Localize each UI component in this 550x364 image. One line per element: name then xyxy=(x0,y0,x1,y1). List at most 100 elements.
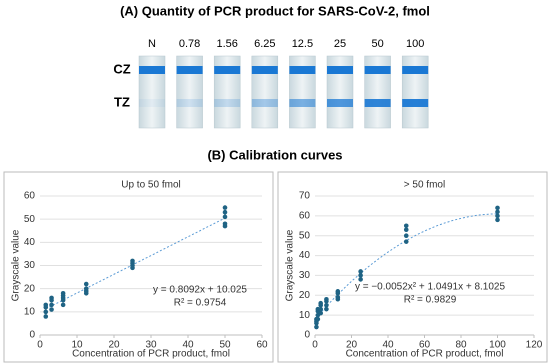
y-tick-label: 10 xyxy=(24,306,36,317)
trend-r-squared: R² = 0.9829 xyxy=(404,295,457,306)
strip-label: 50 xyxy=(371,38,383,50)
test-band xyxy=(364,99,391,107)
x-tick-label: 60 xyxy=(256,340,268,351)
strip-label: N xyxy=(148,38,156,50)
x-axis-label: Concentration of PCR product, fmol xyxy=(72,349,230,360)
x-tick-label: 30 xyxy=(145,340,157,351)
y-tick-label: 20 xyxy=(299,290,311,301)
control-band xyxy=(251,66,278,74)
x-tick-label: 120 xyxy=(526,340,543,351)
control-band xyxy=(364,66,391,74)
y-axis-label: Grayscale value xyxy=(285,229,296,301)
trendline xyxy=(316,213,498,318)
data-point xyxy=(335,294,341,300)
control-band xyxy=(289,66,316,74)
y-axis-label: Grayscale value xyxy=(11,229,22,301)
x-tick-label: 50 xyxy=(219,340,231,351)
data-point xyxy=(315,316,321,322)
test-band xyxy=(402,99,429,107)
control-band xyxy=(214,66,241,74)
data-point xyxy=(495,205,500,211)
data-point xyxy=(324,306,329,312)
data-point xyxy=(43,314,49,319)
data-point xyxy=(358,273,363,278)
control-band xyxy=(327,66,353,74)
control-band xyxy=(402,66,429,74)
data-point xyxy=(49,302,54,308)
data-point xyxy=(318,300,324,306)
data-point xyxy=(358,269,363,274)
y-tick-label: 40 xyxy=(299,250,311,261)
trend-r-squared: R² = 0.9754 xyxy=(174,298,227,309)
chart-title: Up to 50 fmol xyxy=(121,180,180,191)
x-tick-label: 20 xyxy=(346,340,358,351)
data-point xyxy=(314,324,319,330)
test-band xyxy=(289,99,316,107)
data-point xyxy=(43,309,49,315)
data-point xyxy=(403,239,409,244)
y-tick-label: 70 xyxy=(299,191,311,202)
chart-frame xyxy=(3,171,274,363)
data-point xyxy=(324,296,329,302)
x-tick-label: 20 xyxy=(108,340,120,351)
test-band xyxy=(214,99,241,107)
data-point xyxy=(403,233,409,239)
trend-equation: y = 0.8092x + 10.025 xyxy=(153,285,247,296)
y-tick-label: 40 xyxy=(24,237,36,248)
data-point xyxy=(222,221,228,227)
control-band xyxy=(139,66,165,74)
test-band xyxy=(176,99,203,107)
y-tick-label: 50 xyxy=(24,214,36,225)
data-point xyxy=(60,302,66,308)
chart-title: > 50 fmol xyxy=(404,180,445,191)
data-point xyxy=(495,217,500,223)
data-point xyxy=(318,310,324,316)
panel-b-title: (B) Calibration curves xyxy=(207,147,342,162)
panel-a-title: (A) Quantity of PCR product for SARS-CoV… xyxy=(120,3,430,18)
strip-label: 12.5 xyxy=(292,38,313,50)
data-point xyxy=(403,227,409,233)
strip-label: 100 xyxy=(406,38,424,50)
data-point xyxy=(49,307,54,312)
x-tick-label: 40 xyxy=(382,340,394,351)
y-tick-label: 60 xyxy=(24,191,36,202)
y-tick-label: 0 xyxy=(29,330,35,341)
chart-frame xyxy=(277,171,548,363)
data-point xyxy=(222,209,228,215)
x-tick-label: 80 xyxy=(455,340,467,351)
y-tick-label: 60 xyxy=(299,210,311,221)
zone-label: TZ xyxy=(114,94,130,109)
data-point xyxy=(335,289,341,294)
data-point xyxy=(49,295,54,301)
data-point xyxy=(60,291,66,296)
test-band xyxy=(251,99,278,107)
y-tick-label: 0 xyxy=(304,330,310,341)
strip-label: 0.78 xyxy=(179,38,200,50)
data-point xyxy=(495,209,500,215)
data-point xyxy=(318,306,324,312)
data-point xyxy=(324,302,329,308)
test-band xyxy=(327,99,353,107)
trend-equation: y = −0.0052x² + 1.0491x + 8.1025 xyxy=(355,282,506,293)
x-tick-label: 10 xyxy=(71,340,83,351)
data-point xyxy=(130,258,135,264)
data-point xyxy=(222,214,228,220)
x-tick-label: 0 xyxy=(312,340,318,351)
data-point xyxy=(358,277,363,282)
x-tick-label: 60 xyxy=(419,340,431,351)
control-band xyxy=(176,66,203,74)
x-tick-label: 40 xyxy=(182,340,194,351)
data-point xyxy=(403,223,409,229)
data-point xyxy=(222,205,228,210)
trendline xyxy=(45,217,226,310)
data-point xyxy=(83,281,89,287)
y-tick-label: 30 xyxy=(24,260,36,271)
strip-label: 25 xyxy=(334,38,346,50)
zone-label: CZ xyxy=(113,61,130,76)
y-tick-label: 30 xyxy=(299,270,311,281)
x-tick-label: 0 xyxy=(37,340,43,351)
strip-label: 1.56 xyxy=(216,38,237,50)
data-point xyxy=(495,213,500,219)
